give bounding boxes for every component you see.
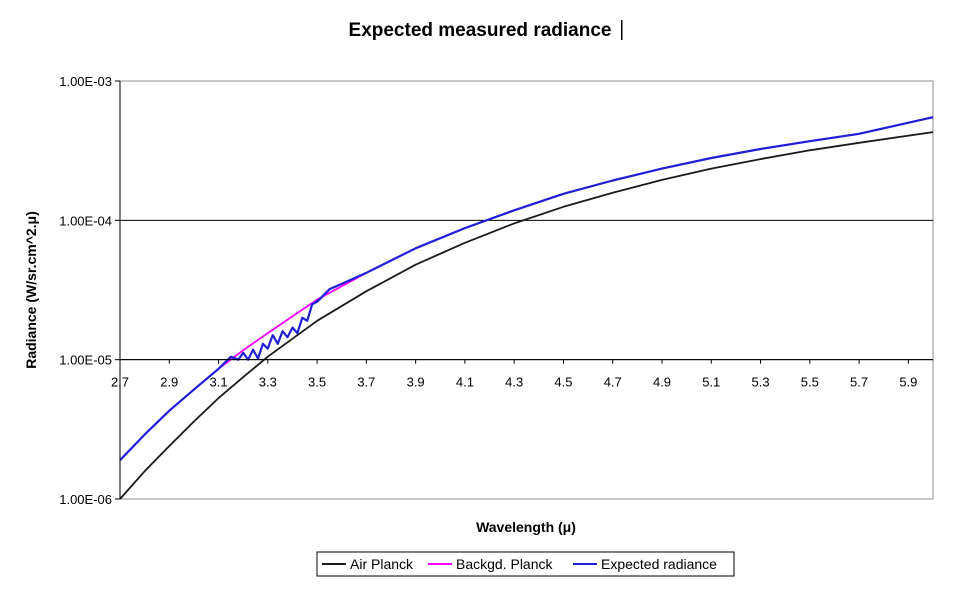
legend-item: Backgd. Planck [428,556,553,572]
x-tick-label: 3.3 [259,375,277,390]
plot-area [119,80,934,500]
legend-item: Expected radiance [573,556,717,572]
x-tick-label: 5.1 [702,375,720,390]
x-tick-label: 5.5 [801,375,819,390]
legend-label: Backgd. Planck [456,556,553,572]
y-axis-label: Radiance (W/sr.cm^2.μ) [23,211,39,369]
legend-label: Air Planck [350,556,414,572]
legend-label: Expected radiance [601,556,717,572]
y-tick-label: 1.00E-03 [59,74,112,89]
x-tick-label: 2.9 [160,375,178,390]
x-tick-label: 5.3 [752,375,770,390]
x-tick-label: 4.7 [604,375,622,390]
x-tick-label: 4.5 [554,375,572,390]
x-axis-label: Wavelength (μ) [476,519,576,535]
y-tick-label: 1.00E-04 [59,213,112,228]
series-line-0 [119,131,934,500]
x-tick-label: 3.9 [407,375,425,390]
chart-title: Expected measured radiance [349,20,612,41]
y-axis: 1.00E-06 1.00E-05 1.00E-04 1.00E-03 [59,74,121,507]
x-tick-label: 4.9 [653,375,671,390]
legend: Air Planck Backgd. Planck Expected radianc… [316,551,735,577]
y-tick-label: 1.00E-05 [59,353,112,368]
legend-item: Air Planck [322,556,414,572]
x-tick-label: 3.7 [357,375,375,390]
x-tick-label: 4.3 [505,375,523,390]
legend-box [316,551,735,577]
x-tick-label: 4.1 [456,375,474,390]
y-tick-label: 1.00E-06 [59,492,112,507]
x-tick-label: 5.9 [899,375,917,390]
x-tick-label: 3.1 [210,375,228,390]
x-axis: 2.7 2.9 3.1 3.3 3.5 3.7 3.9 4.1 4.3 4.5 4.7 4.9 5.1 5… [111,359,933,390]
x-tick-label: 5.7 [850,375,868,390]
x-tick-label: 3.5 [308,375,326,390]
title-cursor [621,20,623,40]
legend-items: Air Planck Backgd. Planck Expected radianc… [322,556,717,572]
